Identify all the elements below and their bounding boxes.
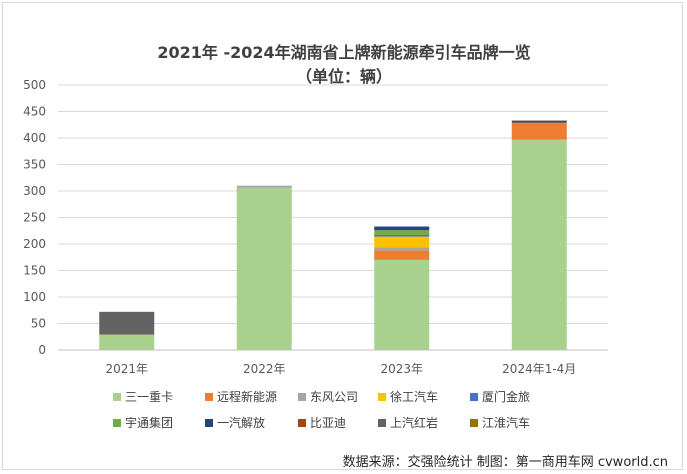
legend-label: 江淮汽车 — [482, 415, 530, 430]
legend-label: 厦门金旅 — [482, 389, 530, 404]
x-tick-label: 2024年1-4月 — [502, 362, 576, 376]
legend-swatch — [298, 419, 306, 427]
bar-segment — [511, 122, 567, 140]
bars — [99, 120, 567, 350]
bar-segment — [374, 226, 430, 231]
chart-subtitle: （单位：辆） — [296, 67, 392, 86]
bar-segment — [374, 236, 430, 248]
bar-segment — [236, 185, 292, 188]
x-tick-label: 2023年 — [380, 362, 423, 376]
bar-segment — [511, 120, 567, 122]
legend-swatch — [298, 393, 306, 401]
bar-segment — [374, 234, 430, 237]
bar-segment — [511, 139, 567, 350]
legend-label: 上汽红岩 — [390, 415, 438, 430]
legend-label: 比亚迪 — [310, 416, 346, 430]
legend-swatch — [205, 393, 213, 401]
source-note: 数据来源：交强险统计 制图：第一商用车网 cvworld.cn — [343, 454, 668, 470]
bar-segment — [236, 187, 292, 350]
bar-segment — [374, 247, 430, 251]
y-tick-label: 300 — [23, 184, 46, 198]
x-tick-label: 2022年 — [243, 362, 286, 376]
bar-segment — [511, 121, 567, 123]
y-tick-label: 50 — [31, 317, 46, 331]
legend-swatch — [470, 393, 478, 401]
y-tick-label: 200 — [23, 237, 46, 251]
bar-segment — [374, 259, 430, 350]
bar-segment — [374, 230, 430, 235]
legend-label: 三一重卡 — [125, 390, 173, 404]
legend-label: 一汽解放 — [217, 415, 265, 430]
legend-label: 徐工汽车 — [390, 389, 438, 404]
bar-segment — [374, 250, 430, 260]
y-tick-label: 500 — [23, 78, 46, 92]
y-tick-label: 0 — [38, 343, 46, 357]
y-tick-label: 100 — [23, 290, 46, 304]
legend-swatch — [113, 419, 121, 427]
y-tick-label: 350 — [23, 158, 46, 172]
y-axis: 0 50 100 150 200 250 300 350 400 450 500 — [23, 78, 46, 357]
bar-segment — [99, 311, 155, 335]
legend-swatch — [205, 419, 213, 427]
y-tick-label: 450 — [23, 105, 46, 119]
x-tick-label: 2021年 — [105, 362, 148, 376]
y-tick-label: 150 — [23, 264, 46, 278]
bar-segment — [99, 334, 155, 350]
legend-label: 宇通集团 — [125, 415, 173, 430]
legend-swatch — [113, 393, 121, 401]
chart-title: 2021年 -2024年湖南省上牌新能源牵引车品牌一览 — [157, 43, 530, 62]
legend-swatch — [470, 419, 478, 427]
legend-swatch — [378, 393, 386, 401]
chart-frame — [2, 2, 683, 470]
legend-swatch — [378, 419, 386, 427]
y-tick-label: 400 — [23, 131, 46, 145]
x-axis: 2021年 2022年 2023年 2024年1-4月 — [58, 349, 608, 376]
legend-label: 远程新能源 — [217, 389, 277, 404]
legend-label: 东风公司 — [310, 390, 358, 404]
y-tick-label: 250 — [23, 211, 46, 225]
